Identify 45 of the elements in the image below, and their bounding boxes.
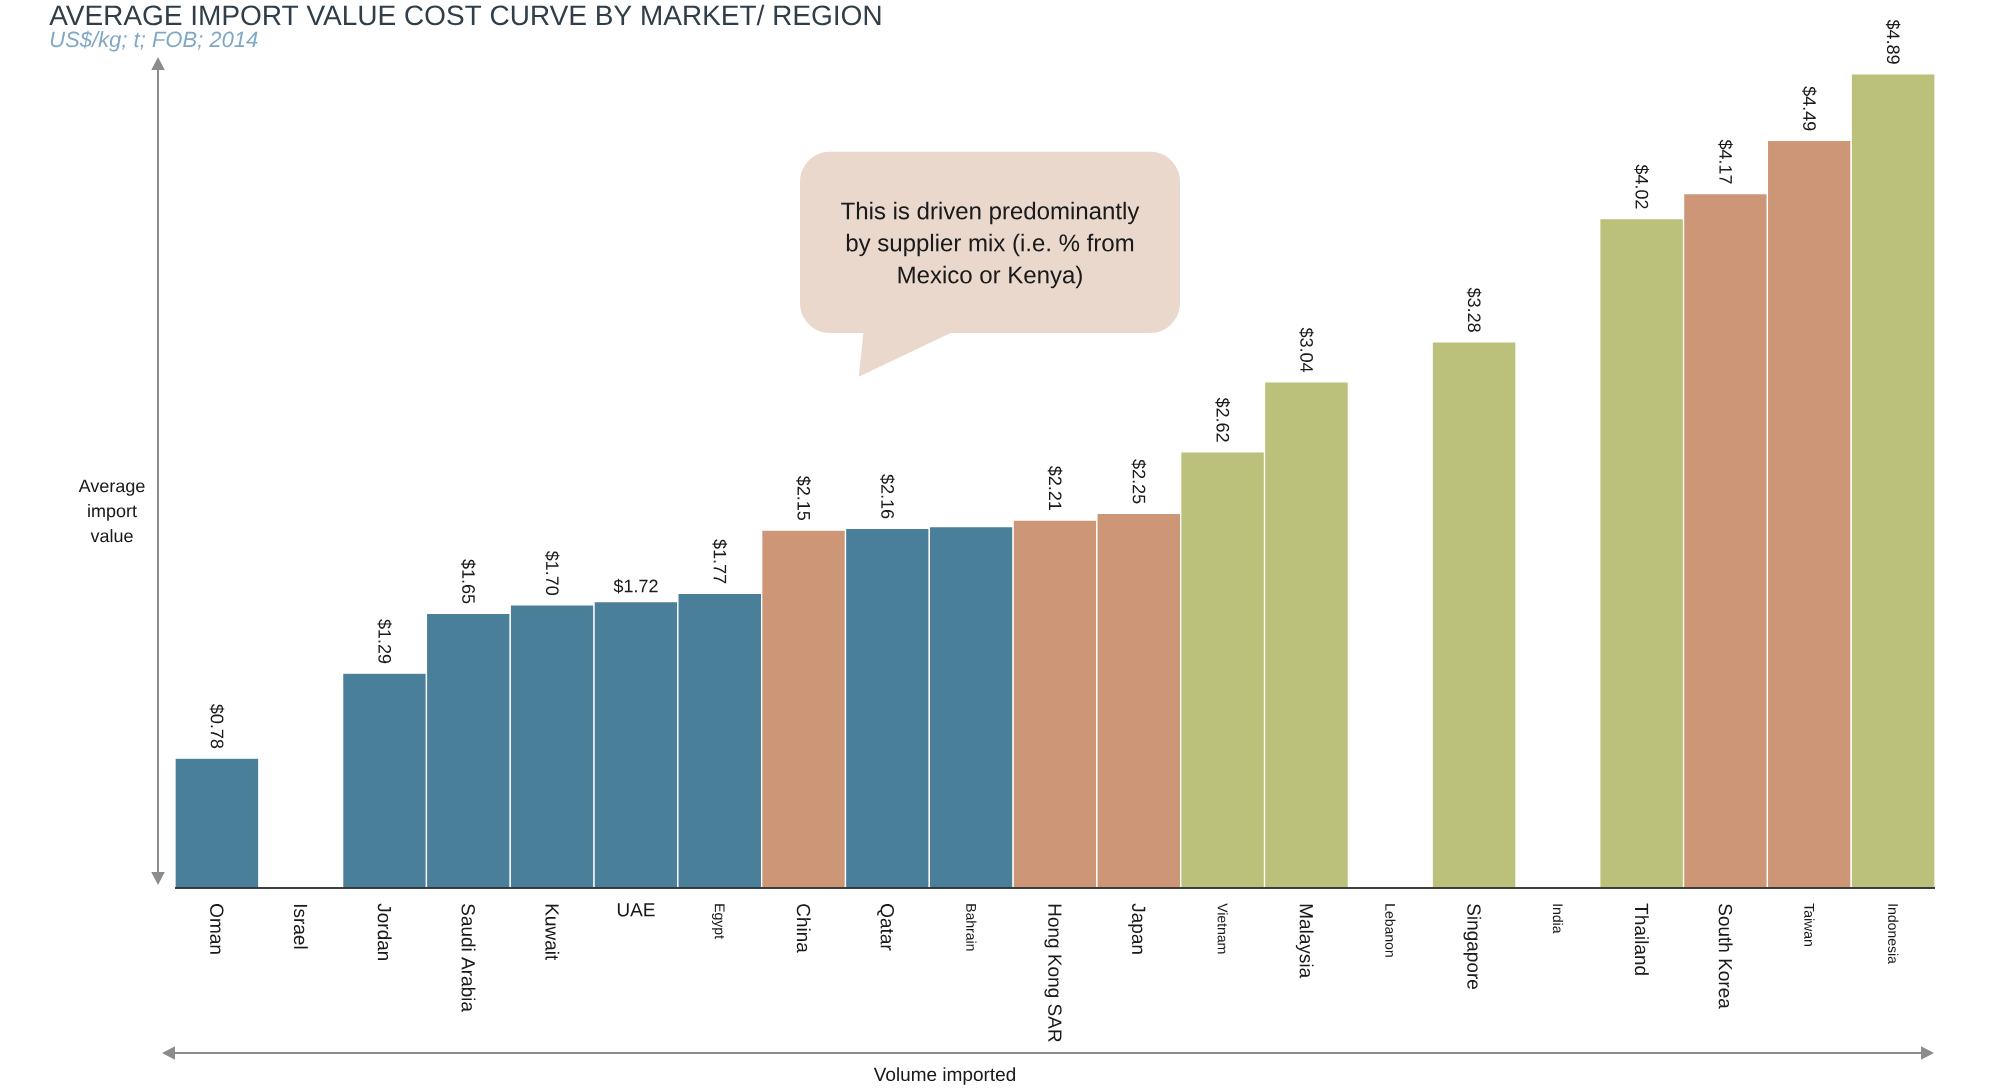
x-tick-label: Hong Kong SAR	[1044, 904, 1062, 1042]
data-label: $4.17	[1718, 139, 1733, 184]
x-axis-title: Volume imported	[873, 1067, 1016, 1085]
data-label: $0.78	[209, 704, 225, 749]
data-label: $4.02	[1634, 164, 1649, 209]
data-label: $4.49	[1802, 86, 1817, 131]
x-tick-label: Oman	[210, 904, 224, 954]
x-tick-label: India	[1552, 904, 1564, 934]
x-tick-label: Jordan	[377, 903, 392, 961]
data-label: $1.72	[613, 578, 658, 594]
x-tick-label: Lebanon	[1385, 904, 1396, 957]
annotation: This is driven predominantly by supplier mix (i.e. % from Mexico or Kenya)	[841, 201, 1140, 289]
x-tick-label: Taiwan	[1804, 903, 1815, 946]
bar	[1431, 341, 1517, 889]
data-label: $2.21	[1047, 465, 1063, 510]
x-tick-label: China	[796, 904, 811, 953]
x-tick-label: South Korea	[1718, 904, 1733, 1009]
y-axis-title: Average import value	[78, 479, 145, 543]
data-label: $3.28	[1466, 287, 1482, 332]
x-tick-label: Thailand	[1634, 903, 1649, 975]
x-tick-label: Egypt	[711, 904, 725, 939]
chart-title: AVERAGE IMPORT VALUE COST CURVE BY MARKET/ REGION	[49, 4, 881, 26]
data-label: $3.04	[1299, 327, 1314, 373]
x-tick-label: Kuwait	[545, 904, 560, 961]
x-tick-label: Saudi Arabia	[461, 904, 476, 1012]
x-tick-label: Indonesia	[1888, 904, 1899, 964]
data-label: $1.65	[461, 559, 476, 604]
data-label: $1.77	[712, 539, 728, 584]
x-tick-label: Bahrain	[966, 904, 977, 951]
x-tick-label: Singapore	[1463, 904, 1482, 989]
x-tick-label: Japan	[1128, 903, 1146, 954]
data-label: $2.62	[1215, 397, 1230, 442]
x-tick-label: Israel	[293, 904, 308, 949]
x-tick-label: Malaysia	[1295, 904, 1314, 979]
x-tick-label: UAE	[617, 903, 655, 917]
data-label: $1.70	[544, 550, 560, 596]
x-tick-label: Qatar	[877, 904, 895, 951]
chart-subtitle: US$/kg; t; FOB; 2014	[50, 30, 258, 52]
data-label: $2.25	[1131, 459, 1147, 504]
x-tick-label: Vietnam	[1217, 903, 1228, 954]
data-label: $1.29	[377, 619, 392, 664]
data-label: $2.16	[880, 474, 895, 519]
bar	[174, 757, 260, 889]
data-label: $4.89	[1885, 19, 1901, 64]
data-label: $2.15	[796, 475, 811, 521]
